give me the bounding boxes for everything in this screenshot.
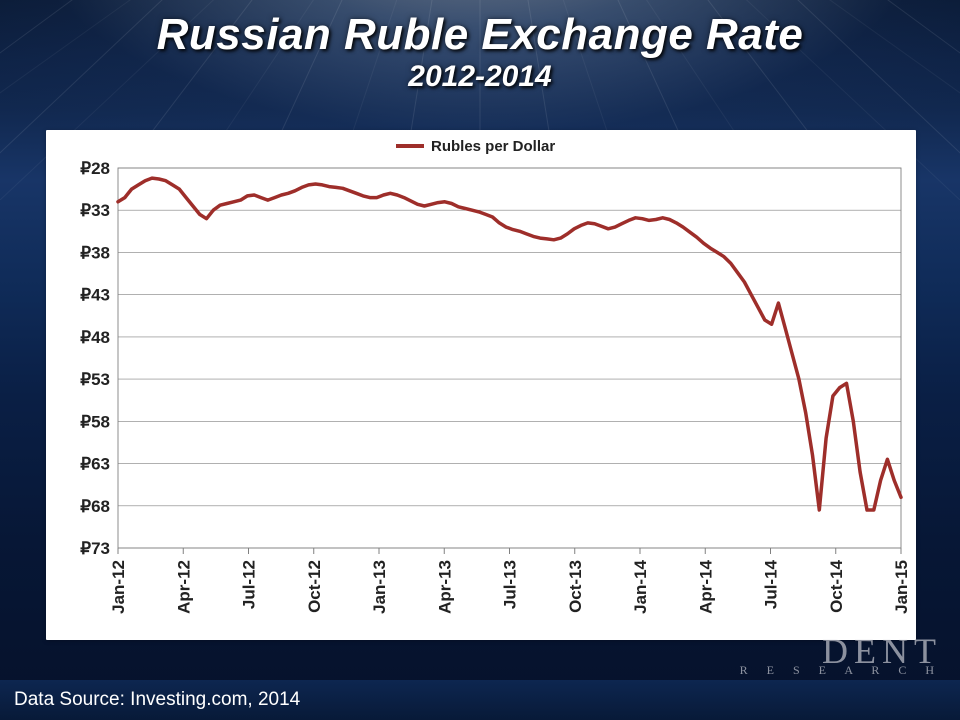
x-tick-label: Oct-12 <box>305 560 324 613</box>
x-tick-label: Jul-12 <box>240 560 259 609</box>
footer-bar: Data Source: Investing.com, 2014 <box>0 680 960 720</box>
x-tick-label: Oct-13 <box>566 560 585 613</box>
x-tick-label: Apr-13 <box>435 560 454 614</box>
brand-tagline: R E S E A R C H <box>740 665 942 676</box>
x-tick-label: Jan-14 <box>631 559 650 613</box>
data-line <box>118 178 901 510</box>
y-tick-label: ₽58 <box>80 412 110 431</box>
data-source-text: Data Source: Investing.com, 2014 <box>14 689 300 711</box>
y-tick-label: ₽38 <box>80 243 110 262</box>
y-tick-label: ₽53 <box>80 370 110 389</box>
y-tick-label: ₽33 <box>80 201 110 220</box>
brand-watermark: DENT R E S E A R C H <box>740 635 942 676</box>
line-chart: Rubles per Dollar ₽28 ₽33 ₽38 ₽43 ₽48 ₽53 ₽58 ₽6… <box>46 130 916 640</box>
x-tick-label: Jan-15 <box>892 560 911 614</box>
x-tick-label: Jul-14 <box>762 559 781 609</box>
y-tick-label: ₽43 <box>80 286 110 305</box>
legend-label: Rubles per Dollar <box>431 138 555 155</box>
x-tick-label: Jan-12 <box>109 560 128 614</box>
slide-subtitle: 2012-2014 <box>0 60 960 94</box>
x-tick-label: Jan-13 <box>370 560 389 614</box>
title-block: Russian Ruble Exchange Rate 2012-2014 <box>0 10 960 94</box>
y-tick-label: ₽73 <box>80 539 110 558</box>
x-tick-label: Apr-12 <box>174 560 193 614</box>
y-tick-label: ₽28 <box>80 159 110 178</box>
x-tick-label: Apr-14 <box>696 559 715 613</box>
y-tick-label: ₽68 <box>80 497 110 516</box>
x-tick-label: Oct-14 <box>827 559 846 612</box>
y-tick-label: ₽48 <box>80 328 110 347</box>
slide-title: Russian Ruble Exchange Rate <box>0 10 960 60</box>
y-tick-label: ₽63 <box>80 455 110 474</box>
chart-panel: Rubles per Dollar ₽28 ₽33 ₽38 ₽43 ₽48 ₽53 ₽58 ₽6… <box>46 130 916 640</box>
x-tick-label: Jul-13 <box>501 560 520 609</box>
slide-root: Russian Ruble Exchange Rate 2012-2014 Ru… <box>0 0 960 720</box>
